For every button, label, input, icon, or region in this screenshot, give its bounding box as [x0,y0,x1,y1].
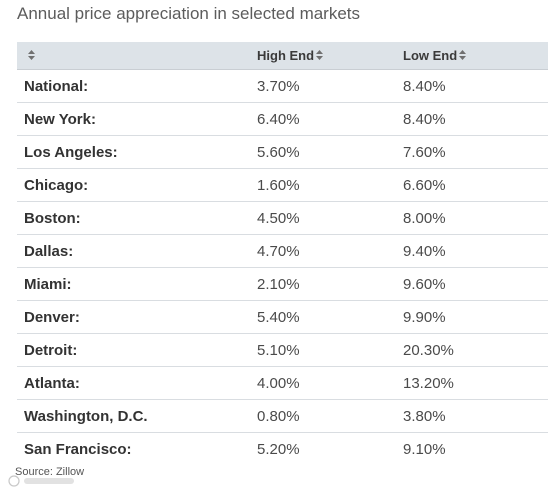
high-end-cell: 5.20% [257,440,300,458]
low-end-cell: 6.60% [403,168,548,202]
table-row: Denver: 5.40% 9.90% [17,300,548,334]
high-end-cell: 5.10% [257,333,403,367]
table-row: Dallas: 4.70% 9.40% [17,234,548,268]
low-end-cell: 13.20% [403,366,548,400]
table-row: Miami: 2.10% 9.60% [17,267,548,301]
table-row: Boston: 4.50% 8.00% [17,201,548,235]
table-row: San Francisco: 5.20% 9.10% [17,433,548,466]
high-end-cell: 6.40% [257,102,403,136]
low-end-cell: 9.90% [403,300,548,334]
low-end-cell: 8.40% [403,102,548,136]
market-cell: Miami: [17,267,257,301]
table-header-row: High End Low End [17,42,548,70]
column-header-market[interactable] [17,42,257,70]
low-end-cell: 9.60% [403,267,548,301]
high-end-cell: 4.50% [257,201,403,235]
table-body: National: 3.70% 8.40% New York: 6.40% 8.40% Lo… [17,69,548,466]
column-header-low-end[interactable]: Low End [403,42,548,70]
market-cell: Chicago: [17,168,257,202]
table-row: National: 3.70% 8.40% [17,69,548,103]
high-end-cell: 1.60% [257,168,403,202]
table-row: Detroit: 5.10% 20.30% [17,333,548,367]
table-row: New York: 6.40% 8.40% [17,102,548,136]
market-cell: New York: [17,102,257,136]
market-cell: San Francisco: [24,440,132,458]
sort-arrows-icon[interactable] [28,50,35,61]
table-row: Los Angeles: 5.60% 7.60% [17,135,548,169]
column-header-label: High End [257,48,315,63]
high-end-cell: 5.60% [257,135,403,169]
high-end-cell: 4.70% [257,234,403,268]
price-appreciation-table: High End Low End National: 3.70% 8.40% New … [17,42,548,465]
low-end-cell: 9.40% [403,234,548,268]
low-end-cell: 20.30% [403,333,548,367]
market-cell: Dallas: [17,234,257,268]
high-end-cell: 0.80% [257,399,403,433]
column-header-high-end[interactable]: High End [257,42,403,70]
low-end-cell: 8.40% [403,69,548,103]
market-cell: Boston: [17,201,257,235]
source-note: Source: Zillow [15,466,85,478]
low-end-cell: 9.10% [403,440,446,458]
column-header-label: Low End [403,48,458,63]
market-cell: Atlanta: [17,366,257,400]
high-end-cell: 2.10% [257,267,403,301]
sort-arrows-icon[interactable] [459,50,467,61]
high-end-cell: 3.70% [257,69,403,103]
low-end-cell: 3.80% [403,399,548,433]
market-cell: Los Angeles: [17,135,257,169]
table-row: Chicago: 1.60% 6.60% [17,168,548,202]
market-cell: National: [17,69,257,103]
market-cell: Detroit: [17,333,257,367]
table-row: Atlanta: 4.00% 13.20% [17,366,548,400]
high-end-cell: 4.00% [257,366,403,400]
market-cell: Washington, D.C. [17,399,257,433]
table-row: Washington, D.C. 0.80% 3.80% [17,399,548,433]
high-end-cell: 5.40% [257,300,403,334]
watermark-logo-icon [8,475,74,487]
low-end-cell: 7.60% [403,135,548,169]
market-cell: Denver: [17,300,257,334]
low-end-cell: 8.00% [403,201,548,235]
table-title: Annual price appreciation in selected ma… [17,4,361,23]
sort-arrows-icon[interactable] [316,50,324,61]
